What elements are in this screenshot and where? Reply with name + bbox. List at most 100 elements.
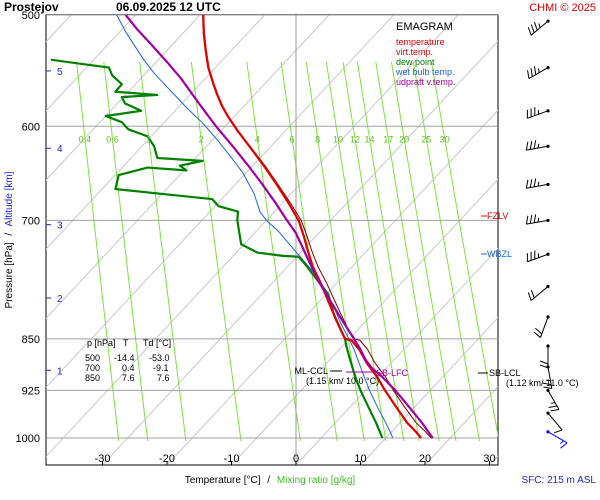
temperature-tick-label: 10 [354,453,366,465]
wind-barb-flag [539,360,549,365]
wind-barb-shaft [547,431,568,444]
isotherm-line [46,15,136,112]
sb-lcl-detail: (1.12 km/ 11.0 °C) [506,378,578,388]
altitude-tick-labels: 1 2 3 4 5 [46,67,63,377]
temperature-axis-label: Temperature [°C] [185,475,261,486]
wind-barb-station [546,411,550,415]
legend: EMAGRAM temperature virt.temp. dew point… [395,21,455,87]
mixing-ratio-line [139,61,187,442]
wind-barb-station [546,182,550,187]
wind-barb-flag [527,70,530,79]
wind-barb-station [546,430,550,434]
table-header-t: T [123,338,129,348]
wind-barb [525,214,550,225]
wind-barb-station [546,284,550,288]
wind-barb-half-flag [538,23,541,28]
series-dew-point [50,58,384,439]
table-header-p: p [hPa] [87,338,116,348]
legend-item-wet-bulb: wet bulb temp. [395,67,455,77]
wbzl-label: WBZL [487,249,512,259]
mixing-ratio-label: 4 [255,134,260,144]
wind-barb-flag [543,386,552,390]
mixing-ratio-line [356,61,420,442]
mixing-ratio-line [103,61,149,442]
wind-barb-flag [542,382,552,386]
mixing-ratio-line [375,61,440,442]
mixing-ratio-line [190,61,242,442]
wind-barb [533,315,550,338]
wind-barb-half-flag [550,402,556,404]
altitude-axis-label: Altitude [km] [4,171,15,226]
mixing-ratio-line [305,61,365,442]
ml-ccl-detail: (1.15 km/ 10.0 °C) [306,376,379,386]
wind-barb [546,430,568,449]
pressure-tick-label: 925 [22,385,40,397]
ml-ccl-label: ML-CCL [294,366,328,376]
pressure-tick-label: 1000 [16,433,40,445]
table-cell: 700 [85,363,100,373]
wind-barb-flag [533,21,538,31]
svg-text:Pressure [hPa] / A: Pressure [hPa] / Altitude [km] [4,171,15,308]
table-cell: 0.4 [122,363,135,373]
wind-barb-shaft [527,253,549,263]
surface-info: SFC: 215 m ASL [522,475,597,486]
mixing-ratio-labels: 0.4 0.6 1 2 4 6 8 10 12 14 17 20 25 30 [79,134,450,144]
wind-barb-flag [560,442,568,449]
isotherm-line [554,15,600,465]
mixing-ratio-label: 2 [199,134,204,144]
table-cell: 850 [85,373,100,383]
wind-barb-half-flag [560,440,564,444]
sb-lcl-label: SB-LCL [489,368,521,378]
altitude-tick-label: 5 [57,67,63,78]
legend-item-updraft: udpraft v.temp. [396,77,455,87]
pressure-axis-label: Pressure [hPa] [4,242,15,308]
mixing-ratio-label: 0.6 [106,134,119,144]
wind-barb-half-flag [538,68,540,73]
wind-barb-flag [553,429,563,434]
mixing-ratio-line [430,61,498,438]
temperature-tick-label: 30 [483,453,495,465]
wind-barb-flag [525,179,529,189]
table-cell: -53.0 [149,353,170,363]
wind-barb [525,178,550,189]
table-cell: -9.1 [153,363,169,373]
wind-barb-half-flag [537,143,540,149]
wind-barb [527,284,550,301]
wind-barb-shaft [547,390,560,410]
wind-barb-flag [533,140,537,149]
altitude-tick-label: 2 [57,294,63,305]
isotherm-line [489,455,498,465]
mixing-ratio-line [76,61,120,442]
mixing-ratio-label: 8 [315,134,320,144]
pressure-tick-label: 700 [22,215,40,227]
wind-barb-half-flag [537,181,540,187]
temperature-tick-label: -10 [224,453,240,465]
wind-barb-station [546,19,550,23]
wind-barb-station [546,344,550,348]
wind-barb-station [546,315,550,319]
wind-barb-shaft [540,316,549,338]
mixing-ratio-label: 6 [290,134,295,144]
wind-barb [526,250,550,263]
wind-barb-shaft [526,219,549,225]
mixing-ratio-label: 25 [421,134,431,144]
wind-barb [546,411,563,434]
mixing-ratio-label: 14 [365,134,375,144]
pressure-tick-labels: 500 600 700 850 925 1000 [16,10,40,445]
temperature-tick-label: -20 [159,453,175,465]
wind-barb-station [546,65,550,70]
table-cell: 7.6 [122,373,135,383]
sounding-datetime: 06.09.2025 12 UTC [116,0,221,14]
series-temperature [202,15,422,439]
altitude-tick-label: 3 [57,221,63,232]
wind-barb-shaft [527,110,549,119]
wind-barb-flag [535,327,543,335]
pressure-grid [46,15,498,439]
wind-barb-shaft [526,183,549,189]
wind-barb-shaft [528,67,549,80]
wind-barb [525,140,550,151]
wind-barb-flag [527,292,532,301]
wind-barbs [525,19,568,449]
wind-barb [526,107,550,119]
wind-barb-station [546,252,550,256]
